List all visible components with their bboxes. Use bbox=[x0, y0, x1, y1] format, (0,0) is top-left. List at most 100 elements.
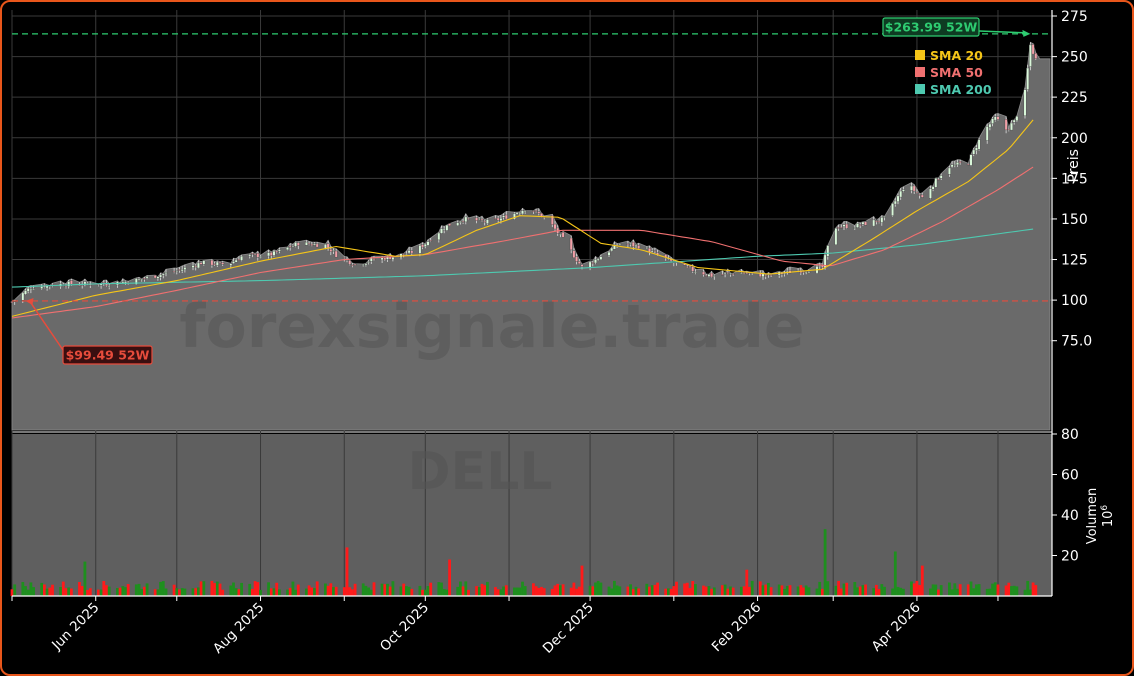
x-tick-label: Dec 2025 bbox=[540, 600, 597, 657]
volume-bar bbox=[1026, 580, 1030, 596]
volume-bar bbox=[221, 589, 225, 596]
volume-bar bbox=[32, 587, 35, 596]
candle-body bbox=[142, 278, 146, 280]
volume-bar bbox=[1023, 589, 1027, 596]
volume-bar bbox=[710, 588, 713, 596]
volume-bar bbox=[256, 582, 260, 596]
candle-body bbox=[440, 228, 443, 234]
volume-bar bbox=[591, 586, 595, 596]
volume-bar bbox=[834, 585, 838, 596]
candle-body bbox=[291, 245, 295, 248]
volume-bar bbox=[550, 588, 554, 596]
volume-bar bbox=[253, 581, 257, 596]
volume-bar bbox=[504, 585, 508, 596]
candle-body bbox=[342, 257, 346, 259]
candle-body bbox=[950, 164, 954, 168]
volume-bar bbox=[456, 586, 460, 596]
candle-body bbox=[550, 215, 554, 226]
volume-bar bbox=[291, 581, 295, 596]
legend-swatch bbox=[915, 50, 925, 60]
volume-bar bbox=[445, 589, 449, 596]
candle-body bbox=[518, 212, 522, 215]
candle-body bbox=[134, 278, 138, 285]
candle-body bbox=[402, 253, 406, 255]
volume-bar bbox=[237, 589, 241, 596]
y-tick-label: 250 bbox=[1061, 50, 1088, 66]
volume-bar bbox=[107, 586, 111, 596]
candle-body bbox=[956, 161, 959, 166]
volume-bar bbox=[891, 588, 894, 596]
volume-bar bbox=[902, 588, 905, 596]
candle-body bbox=[475, 217, 478, 221]
volume-bar bbox=[588, 585, 592, 596]
legend-label: SMA 20 bbox=[930, 48, 983, 63]
volume-bar bbox=[240, 582, 243, 596]
volume-bar bbox=[342, 587, 346, 596]
candle-body bbox=[259, 256, 262, 258]
candle-body bbox=[915, 191, 919, 194]
candle-body bbox=[650, 250, 654, 253]
volume-bar bbox=[1004, 585, 1008, 596]
volume-bar bbox=[364, 585, 368, 596]
candle-body bbox=[726, 272, 730, 274]
candle-body bbox=[864, 221, 868, 226]
volume-bar bbox=[515, 587, 519, 596]
candle-body bbox=[164, 272, 168, 274]
volume-bar bbox=[1034, 585, 1038, 596]
volume-bar bbox=[467, 589, 470, 596]
volume-bar bbox=[97, 589, 100, 596]
candle-body bbox=[145, 276, 149, 279]
candle-body bbox=[202, 260, 206, 265]
candle-body bbox=[929, 188, 932, 199]
volume-bar bbox=[440, 582, 443, 596]
volume-bar bbox=[777, 584, 781, 596]
candle-body bbox=[391, 256, 395, 260]
volume-bar bbox=[153, 589, 157, 596]
candle-body bbox=[769, 274, 773, 276]
candle-body bbox=[329, 248, 333, 252]
candle-body bbox=[513, 213, 516, 220]
volume-bar bbox=[958, 584, 962, 596]
volume-bar bbox=[664, 588, 668, 596]
candle-body bbox=[821, 264, 824, 268]
volume-bar bbox=[118, 587, 122, 596]
volume-bar bbox=[183, 588, 187, 596]
candle-body bbox=[953, 164, 957, 166]
volume-bar bbox=[553, 585, 557, 596]
y-tick-label: 225 bbox=[1061, 90, 1088, 106]
candle-body bbox=[269, 252, 273, 256]
candle-body bbox=[802, 271, 805, 273]
volume-bar bbox=[145, 583, 149, 596]
candle-body bbox=[502, 215, 505, 218]
volume-bar bbox=[956, 588, 959, 596]
volume-bar bbox=[124, 587, 127, 596]
candle-body bbox=[10, 301, 14, 303]
volume-bar bbox=[631, 589, 635, 596]
volume-bar bbox=[802, 587, 805, 596]
y-tick-label: 100 bbox=[1061, 293, 1088, 309]
volume-bar bbox=[513, 587, 516, 596]
volume-bar bbox=[991, 583, 994, 596]
candle-body bbox=[369, 258, 373, 262]
volume-bar bbox=[305, 588, 308, 596]
volume-bar bbox=[78, 582, 81, 596]
volume-bar bbox=[180, 588, 184, 596]
candle-body bbox=[234, 259, 238, 263]
volume-bar bbox=[442, 589, 446, 596]
candle-body bbox=[664, 254, 668, 259]
candle-body bbox=[156, 276, 160, 279]
volume-bar bbox=[667, 588, 670, 596]
volume-bar bbox=[83, 561, 87, 596]
candle-body bbox=[685, 266, 689, 268]
volume-bar bbox=[764, 584, 768, 596]
low-52w-label: $99.49 52W bbox=[66, 348, 150, 363]
volume-bar bbox=[948, 582, 951, 596]
low-52w-label-box bbox=[62, 345, 153, 365]
volume-bar bbox=[893, 551, 897, 596]
candle-body bbox=[256, 253, 260, 258]
candle-body bbox=[891, 203, 895, 216]
volume-bar bbox=[556, 583, 560, 596]
volume-bar bbox=[1031, 582, 1035, 596]
volume-bar bbox=[313, 588, 316, 596]
